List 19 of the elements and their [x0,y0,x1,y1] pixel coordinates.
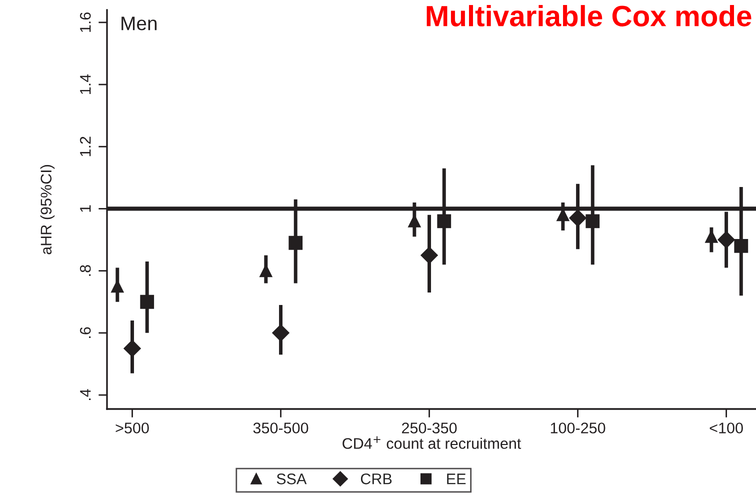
y-tick-label: 1 [80,205,91,212]
legend-label: EE [447,474,466,484]
x-tick-label: 350-500 [253,422,308,434]
y-tick-label: .4 [80,389,91,400]
x-tick-label: 250-350 [402,422,457,434]
y-tick-label: .6 [80,327,91,338]
x-tick-label: <100 [710,422,743,434]
x-tick-label: 100-250 [550,422,606,434]
y-tick-label: 1.2 [80,136,91,156]
x-tick-label: >500 [116,422,149,434]
chart-title: Multivariable Cox mode [426,5,752,26]
x-axis-title: CD4$^{+}$ count at recruitment [342,436,522,449]
annotation: Men [122,16,157,30]
y-tick-label: 1.6 [80,12,91,32]
y-tick-label: .8 [80,265,91,276]
y-axis-title: aHR (95%CI) [40,165,55,254]
legend-label: CRB [360,473,392,484]
y-tick-label: 1.4 [80,74,91,94]
legend-label: SSA [276,473,307,484]
